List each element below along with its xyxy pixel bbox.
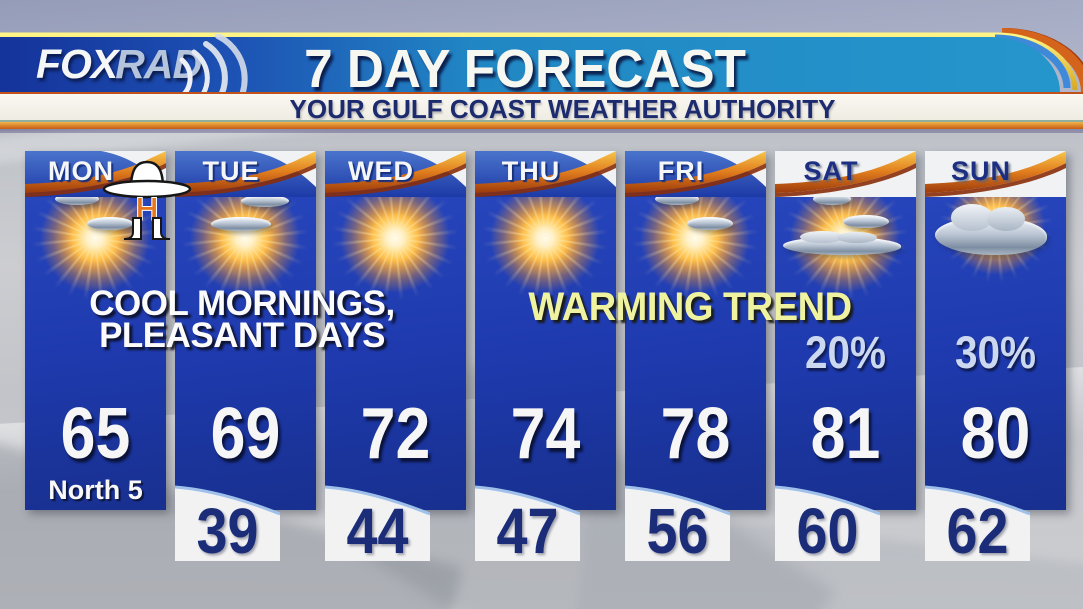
low-temp: 56: [646, 495, 709, 567]
low-temp: 60: [796, 495, 859, 567]
low-tab-shape: [175, 485, 280, 561]
day-header: TUE: [175, 151, 316, 197]
precip-chance: 30%: [954, 327, 1037, 378]
low-tab-shape: [925, 485, 1030, 561]
forecast-day-column: WED 72 44: [325, 151, 466, 571]
low-temp-tab: 47: [475, 478, 580, 567]
day-header-swoosh: [325, 151, 466, 197]
forecast-day-column: TUE 69 39: [175, 151, 316, 571]
day-header-swoosh: [925, 151, 1066, 197]
cloud-icon: [935, 204, 1047, 255]
cloud-icon: [843, 215, 889, 228]
cowboy-hat-mascot-logo: H: [102, 160, 192, 240]
day-label: WED: [348, 156, 414, 186]
weather-icon: [925, 151, 1066, 351]
low-temp: 62: [946, 495, 1009, 567]
annotation-warming-trend: WARMING TREND: [528, 285, 852, 329]
day-header: THU: [475, 151, 616, 197]
high-temp: 74: [510, 394, 581, 474]
forecast-day-column: FRI 78 56: [625, 151, 766, 571]
divider-line-orange: [0, 122, 1083, 129]
low-tab-shape: [775, 485, 880, 561]
low-temp: 39: [196, 495, 259, 567]
low-temp: 44: [346, 495, 409, 567]
high-temp: 65: [60, 394, 131, 474]
day-label: MON: [48, 156, 114, 186]
high-temp: 72: [360, 394, 431, 474]
low-tab-shape: [475, 485, 580, 561]
day-header-swoosh: [775, 151, 916, 197]
page-title: 7 DAY FORECAST: [304, 39, 746, 99]
subtitle-text: YOUR GULF COAST WEATHER AUTHORITY: [289, 94, 836, 124]
day-label: THU: [501, 156, 561, 186]
weather-icon: [625, 151, 766, 351]
day-panel: SUN 30% 80: [925, 151, 1066, 510]
day-panel: WED 72: [325, 151, 466, 510]
day-panel: SAT 20% 81: [775, 151, 916, 510]
cloud-icon: [687, 217, 733, 230]
high-temp: 69: [210, 394, 281, 474]
annotation-line2: PLEASANT DAYS: [99, 316, 385, 355]
day-header-swoosh: [625, 151, 766, 197]
day-label: FRI: [657, 156, 705, 186]
divider-shadow: [0, 129, 1083, 133]
forecast-day-column: MON 65 North 5: [25, 151, 166, 571]
cloud-icon: [241, 195, 289, 207]
day-panel: THU 74: [475, 151, 616, 510]
day-panel: TUE 69: [175, 151, 316, 510]
weather-icon: [475, 151, 616, 351]
low-temp-tab: 39: [175, 478, 280, 567]
wind-reading: North 5: [48, 475, 143, 505]
low-temp-tab: 62: [925, 478, 1030, 567]
forecast-day-column: SAT 20% 81 60: [775, 151, 916, 571]
forecast-day-column: THU 74 47: [475, 151, 616, 571]
day-panel: FRI 78: [625, 151, 766, 510]
annotation-cool-mornings: COOL MORNINGS, PLEASANT DAYS: [30, 284, 454, 355]
high-temp: 78: [660, 394, 731, 474]
divider-line-teal: [0, 120, 1083, 122]
day-header: WED: [325, 151, 466, 197]
precip-chance: 20%: [804, 327, 887, 378]
cloud-icon: [211, 217, 271, 231]
subtitle-strip: [0, 92, 1083, 120]
day-header-swoosh: [475, 151, 616, 197]
day-panel: MON 65 North 5: [25, 151, 166, 510]
low-temp-tab: 44: [325, 478, 430, 567]
weather-icon: [175, 151, 316, 351]
low-temp-tab: 56: [625, 478, 730, 567]
cloud-icon: [783, 230, 901, 255]
weather-icon: [325, 151, 466, 351]
weather-icon: [775, 151, 916, 351]
day-header: FRI: [625, 151, 766, 197]
cloud-icon: [87, 217, 133, 230]
high-temp: 80: [960, 394, 1031, 474]
low-temp-tab: 60: [775, 478, 880, 567]
high-temp: 81: [810, 394, 881, 474]
low-tab-shape: [625, 485, 730, 561]
header-banner: [0, 28, 1083, 93]
day-header: SAT: [775, 151, 916, 197]
annotation-line1: COOL MORNINGS,: [89, 284, 395, 323]
sun-icon: [488, 181, 602, 295]
day-label: SAT: [803, 156, 859, 186]
logo-fox-text: FOX: [36, 41, 118, 87]
day-header-swoosh: [175, 151, 316, 197]
day-header: SUN: [925, 151, 1066, 197]
low-tab-shape: [325, 485, 430, 561]
forecast-day-column: SUN 30% 80 62: [925, 151, 1066, 571]
day-label: SUN: [950, 156, 1011, 186]
low-temp: 47: [496, 495, 559, 567]
sun-icon: [338, 181, 452, 295]
day-label: TUE: [202, 156, 260, 186]
